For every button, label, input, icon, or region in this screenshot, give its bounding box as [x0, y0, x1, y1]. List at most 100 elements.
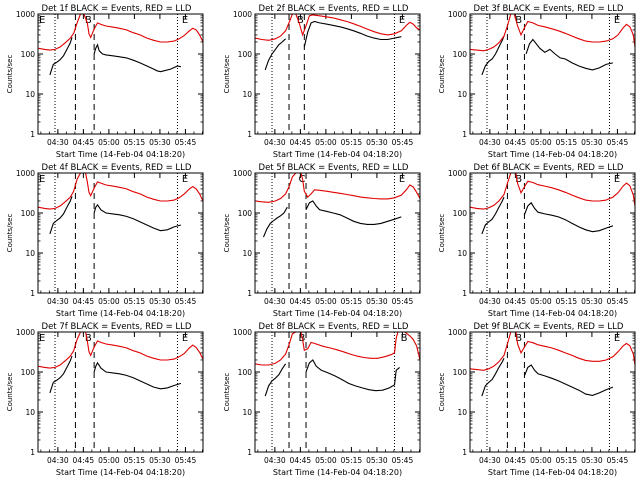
x-tick-label: 05:45 [392, 297, 414, 306]
x-tick-label: 05:00 [315, 456, 337, 465]
x-tick-label: 04:45 [73, 138, 95, 147]
x-tick-label: 05:15 [341, 297, 363, 306]
marker-label: B [515, 15, 522, 26]
plot-frame [254, 13, 421, 135]
x-tick-label: 05:15 [124, 456, 146, 465]
events-series-line [264, 363, 287, 397]
x-tick-label: 04:30 [479, 297, 501, 306]
y-tick-label: 100 [238, 50, 253, 59]
x-tick-label: 04:45 [505, 456, 527, 465]
x-tick-label: 05:15 [556, 138, 578, 147]
y-axis-label: Counts/sec [223, 373, 231, 412]
x-tick-label: 05:45 [175, 138, 197, 147]
x-tick-label: 04:30 [264, 297, 286, 306]
x-tick-label: 04:45 [290, 297, 312, 306]
y-axis-label: Counts/sec [438, 373, 446, 412]
lld-series-line [470, 173, 635, 210]
y-tick-label: 1000 [16, 169, 35, 178]
x-axis-label: Start Time (14-Feb-04 04:18:20) [488, 150, 617, 159]
plot-frame [254, 172, 421, 294]
marker-label: E [39, 174, 45, 185]
chart-panel: Det 8f BLACK = Events, RED = LLD Counts/s… [223, 322, 421, 477]
y-axis-label: Counts/sec [438, 214, 446, 253]
x-tick-label: 05:30 [581, 297, 603, 306]
x-tick-label: 05:15 [124, 297, 146, 306]
events-series-line [305, 359, 400, 392]
chart-title: Det 1f BLACK = Events, RED = LLD [42, 4, 192, 14]
marker-label: E [182, 333, 188, 344]
y-tick-label: 100 [21, 209, 36, 218]
lld-series-line [38, 332, 203, 369]
y-tick-label: 1 [30, 289, 35, 298]
x-tick-label: 04:45 [290, 138, 312, 147]
x-tick-label: 05:30 [149, 456, 171, 465]
y-tick-label: 1 [462, 289, 467, 298]
y-tick-label: 100 [21, 368, 36, 377]
x-tick-label: 04:30 [47, 138, 69, 147]
y-axis-label: Counts/sec [223, 55, 231, 94]
y-tick-label: 1000 [16, 10, 35, 19]
marker-label: E [182, 15, 188, 26]
x-tick-label: 05:00 [315, 138, 337, 147]
y-tick-label: 1 [247, 289, 252, 298]
y-tick-label: 1 [462, 130, 467, 139]
marker-label: E [614, 174, 620, 185]
chart-panel: Det 5f BLACK = Events, RED = LLD Counts/s… [223, 163, 421, 318]
x-tick-label: 04:30 [479, 138, 501, 147]
plot-frame [37, 331, 204, 453]
events-series-line [93, 203, 182, 232]
x-axis-label: Start Time (14-Feb-04 04:18:20) [273, 150, 402, 159]
y-axis-label: Counts/sec [6, 373, 14, 412]
plot-frame [37, 13, 204, 135]
y-tick-label: 1 [30, 130, 35, 139]
events-series-line [305, 200, 402, 225]
x-tick-label: 05:00 [98, 456, 120, 465]
x-axis-label: Start Time (14-Feb-04 04:18:20) [56, 150, 185, 159]
events-series-line [93, 361, 182, 390]
chart-title: Det 8f BLACK = Events, RED = LLD [259, 322, 409, 332]
y-axis-label: Counts/sec [223, 214, 231, 253]
chart-panel: Det 2f BLACK = Events, RED = LLD Counts/s… [223, 4, 421, 159]
chart-panel: Det 1f BLACK = Events, RED = LLD Counts/s… [6, 4, 204, 159]
marker-label: E [614, 333, 620, 344]
x-tick-label: 05:45 [175, 456, 197, 465]
chart-title: Det 7f BLACK = Events, RED = LLD [42, 322, 192, 332]
x-tick-label: 05:30 [366, 138, 388, 147]
events-series-line [93, 43, 182, 73]
events-series-line [523, 364, 614, 396]
x-tick-label: 04:45 [505, 297, 527, 306]
marker-label: B [401, 333, 408, 344]
x-tick-label: 05:30 [581, 456, 603, 465]
x-tick-label: 05:00 [530, 456, 552, 465]
y-axis-label: Counts/sec [438, 55, 446, 94]
marker-label: E [399, 15, 405, 26]
x-axis-label: Start Time (14-Feb-04 04:18:20) [273, 309, 402, 318]
plot-frame [469, 13, 636, 135]
x-tick-label: 05:00 [530, 138, 552, 147]
lld-series-line [255, 14, 420, 41]
y-tick-label: 1000 [233, 10, 252, 19]
events-series-line [264, 38, 286, 71]
y-tick-label: 1000 [233, 169, 252, 178]
x-axis-label: Start Time (14-Feb-04 04:18:20) [488, 309, 617, 318]
y-tick-label: 10 [242, 249, 252, 258]
x-tick-label: 05:45 [607, 456, 629, 465]
y-tick-label: 100 [238, 209, 253, 218]
chart-title: Det 4f BLACK = Events, RED = LLD [42, 163, 192, 173]
events-series-line [525, 38, 614, 71]
y-tick-label: 1000 [233, 328, 252, 337]
chart-panel: Det 3f BLACK = Events, RED = LLD Counts/s… [438, 4, 636, 159]
y-tick-label: 1 [30, 448, 35, 457]
y-tick-label: 100 [453, 209, 468, 218]
events-series-line [523, 201, 614, 233]
x-tick-label: 04:30 [264, 456, 286, 465]
x-tick-label: 04:45 [73, 456, 95, 465]
x-tick-label: 05:15 [556, 297, 578, 306]
y-tick-label: 1000 [448, 10, 467, 19]
x-tick-label: 04:45 [505, 138, 527, 147]
chart-title: Det 2f BLACK = Events, RED = LLD [259, 4, 409, 14]
y-tick-label: 100 [238, 368, 253, 377]
y-tick-label: 10 [242, 408, 252, 417]
x-axis-label: Start Time (14-Feb-04 04:18:20) [273, 468, 402, 477]
